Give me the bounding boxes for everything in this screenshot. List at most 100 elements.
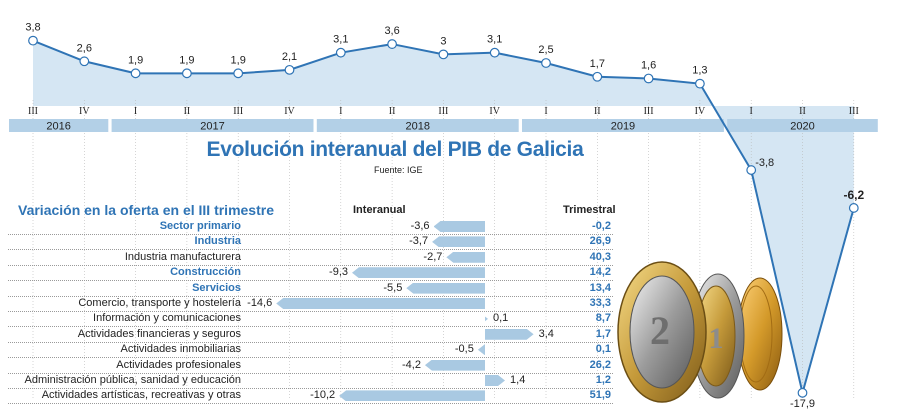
data-point [541,58,551,68]
interanual-value: -2,7 [423,250,443,263]
quarter-label: IV [284,106,295,117]
interanual-bar [477,344,485,356]
table-row: Servicios -5,5 13,4 [8,281,613,297]
data-point [643,73,654,84]
table-row: Construcción -9,3 14,2 [8,265,613,282]
interanual-bar [432,236,485,248]
quarter-label: II [594,106,601,117]
table-row: Comercio, transporte y hostelería -14,6 33… [8,296,613,312]
interanual-bar [433,221,485,232]
year-bar [522,119,724,132]
interanual-bar [424,359,485,371]
trimestral-value: 26,2 [589,358,611,371]
table-row: Información y comunicaciones 0,1 8,7 [8,311,613,328]
interanual-value: -10,2 [310,389,336,402]
interanual-value: 0,1 [493,312,509,325]
data-point [797,387,808,398]
row-label: Industria [194,235,241,248]
interanual-value: -9,3 [329,266,349,279]
quarter-label: IV [489,106,500,117]
year-label: 2016 [46,121,70,133]
trimestral-value: -0,2 [592,220,611,232]
table-row: Actividades artísticas, recreativas y ot… [8,388,613,405]
interanual-value: -3,6 [410,220,430,232]
quarter-label: II [799,106,806,117]
data-label: 2,5 [538,44,553,56]
trimestral-value: 40,3 [589,250,611,263]
quarter-label: II [389,106,396,117]
year-label: 2019 [611,121,635,133]
quarter-label: II [184,106,191,117]
svg-text:1: 1 [709,322,724,355]
data-point [489,47,500,58]
row-label: Servicios [192,281,241,294]
interanual-bar [406,282,485,294]
data-label: -3,8 [755,157,774,169]
table-row: Actividades inmobiliarias -0,5 0,1 [8,342,613,359]
quarter-label: III [233,106,243,117]
header-interanual: Interanual [353,204,406,216]
header-trimestral: Trimestral [563,204,616,216]
row-label: Actividades inmobiliarias [120,343,241,356]
data-point [695,78,705,89]
data-point [335,47,346,58]
row-label: Sector primario [159,220,241,232]
trimestral-value: 1,7 [595,327,611,340]
data-point [233,68,244,79]
data-point [438,49,449,60]
interanual-bar [352,267,485,279]
quarter-label: I [134,106,137,117]
data-label: 1,3 [692,65,707,77]
interanual-bar [485,313,488,324]
data-point [746,165,757,175]
chart-title: Evolución interanual del PIB de Galicia [206,138,584,161]
interanual-bar [339,390,485,402]
data-label: 2,1 [282,51,297,63]
table-title: Variación en la oferta en el III trimest… [18,202,274,218]
interanual-bar [485,375,505,386]
row-label: Actividades financieras y seguros [77,327,241,340]
data-label: 3 [440,35,446,47]
interanual-bar [446,251,485,263]
data-label: 1,9 [128,54,143,66]
year-label: 2018 [406,121,430,133]
trimestral-value: 0,1 [595,343,611,356]
data-label: 3,1 [333,34,348,46]
quarter-label: III [28,106,38,117]
interanual-value: -4,2 [401,358,421,371]
quarter-label: I [339,106,342,117]
row-label: Industria manufacturera [124,250,241,263]
table-row: Actividades profesionales -4,2 26,2 [8,358,613,374]
table-row: Industria -3,7 26,9 [8,234,613,251]
table-row: Industria manufacturera -2,7 40,3 [8,250,613,266]
year-label: 2017 [200,121,224,133]
data-label: 1,9 [231,54,246,66]
trimestral-value: 8,7 [595,312,611,325]
data-point [79,56,90,67]
interanual-value: -5,5 [383,281,403,294]
quarter-label: III [849,106,859,117]
row-label: Actividades artísticas, recreativas y ot… [41,389,241,402]
trimestral-value: 26,9 [589,235,611,248]
interanual-value: -0,5 [454,343,474,356]
data-point [284,64,295,75]
year-label: 2020 [790,121,814,133]
row-label: Actividades profesionales [116,358,241,371]
trimestral-value: 51,9 [589,389,611,402]
interanual-bar [485,329,534,340]
data-point [181,68,192,79]
interanual-value: -14,6 [247,297,273,309]
data-label: 3,6 [384,25,399,37]
svg-text:2: 2 [650,308,670,353]
year-bar [727,119,878,132]
data-point [592,71,603,82]
chart-source: Fuente: IGE [374,165,423,175]
euro-coins-image: 2 1 [617,261,783,403]
interanual-value: 3,4 [538,327,554,340]
data-point [130,68,141,79]
interanual-bar [276,298,485,309]
data-label: 1,7 [590,58,605,70]
data-label: -6,2 [843,188,864,202]
quarter-label: III [438,106,448,117]
trimestral-value: 14,2 [589,266,611,279]
